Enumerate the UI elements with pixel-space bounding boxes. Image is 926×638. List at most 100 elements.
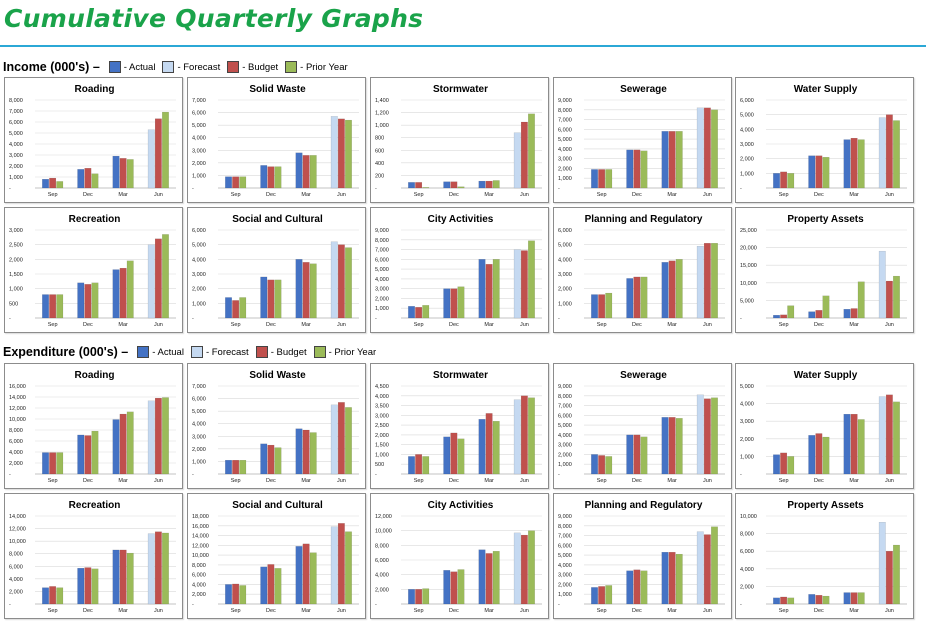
bar-prior-year: [345, 531, 352, 605]
y-tick-label: 3,000: [192, 434, 206, 440]
chart-svg: Social and Cultural - 1,000 2,000 3,000 4,000…: [192, 214, 359, 328]
bar-prior-year: [893, 120, 900, 189]
y-tick-label: 2,500: [375, 423, 389, 429]
bar-budget: [302, 155, 310, 189]
y-tick-label: 6,000: [375, 257, 389, 263]
chart-svg: Water Supply - 1,000 2,000 3,000 4,000 5,000 6,…: [740, 84, 907, 198]
bar-forecast: [878, 117, 886, 189]
y-tick-label: 3,000: [558, 443, 572, 449]
bar-budget: [850, 414, 858, 475]
bar-prior-year: [56, 587, 64, 605]
x-category-label: Dec: [266, 322, 276, 328]
bar-actual: [626, 149, 634, 189]
y-tick-label: 6,000: [740, 549, 754, 555]
bar-budget: [302, 262, 310, 319]
y-tick-label: 16,000: [192, 524, 209, 530]
chart-panel: Roading - 1,000 2,000 3,000 4,000 5,000 6,000 7,…: [4, 77, 183, 203]
bar-actual: [808, 435, 816, 475]
y-tick-label: 2,000: [9, 257, 23, 263]
y-tick-label: 4,000: [558, 563, 572, 569]
bar-forecast: [147, 400, 155, 475]
y-tick-label: 4,000: [558, 147, 572, 153]
chart-panel: Recreation - 2,000 4,000 6,000 8,000 10,000 12,…: [4, 493, 183, 619]
y-tick-label: 2,000: [192, 161, 206, 167]
y-tick-label: 5,000: [558, 137, 572, 143]
bar-prior-year: [309, 552, 317, 605]
y-tick-label: 2,000: [375, 296, 389, 302]
bar-forecast: [147, 244, 155, 319]
chart-svg: Roading - 1,000 2,000 3,000 4,000 5,000 6,000 7,…: [9, 84, 176, 198]
chart-svg: Social and Cultural - 2,000 4,000 6,000 8,000…: [192, 500, 359, 614]
x-category-label: Dec: [632, 322, 642, 328]
y-tick-label: 9,000: [558, 514, 572, 520]
legend-label-prior-year: - Prior Year: [300, 61, 348, 73]
bar-budget: [485, 413, 493, 475]
chart-panel: Social and Cultural - 1,000 2,000 3,000 4,000…: [187, 207, 366, 333]
bar-prior-year: [162, 111, 169, 189]
bar-prior-year: [91, 282, 99, 319]
chart-svg: Solid Waste - 1,000 2,000 3,000 4,000 5,000 6,0…: [192, 84, 359, 198]
x-category-label: Mar: [484, 478, 494, 484]
bar-forecast: [513, 399, 521, 475]
bar-prior-year: [56, 181, 64, 189]
bar-prior-year: [56, 452, 64, 475]
bar-prior-year: [787, 305, 795, 319]
chart-svg: Property Assets - 5,000 10,000 15,000 20,000 2…: [740, 214, 907, 328]
legend-label-prior-year: - Prior Year: [328, 346, 377, 358]
bar-budget: [485, 264, 493, 319]
chart-svg: Sewerage - 1,000 2,000 3,000 4,000 5,000 6,000 7…: [558, 84, 725, 198]
bar-actual: [843, 139, 851, 189]
y-tick-label: 10,000: [740, 281, 757, 287]
bar-budget: [154, 531, 162, 605]
y-tick-label: 8,000: [558, 108, 572, 114]
y-tick-label: 4,000: [9, 450, 23, 456]
x-category-label: Dec: [83, 192, 93, 198]
chart-svg: Planning and Regulatory - 1,000 2,000 3,000 4…: [558, 214, 725, 328]
y-tick-label: 3,500: [375, 404, 389, 410]
y-tick-label: 3,000: [558, 157, 572, 163]
bar-forecast: [878, 522, 886, 605]
bar-budget: [633, 149, 641, 189]
bar-actual: [626, 278, 634, 319]
bar-actual: [260, 276, 268, 319]
bar-prior-year: [492, 259, 500, 319]
y-tick-label: 2,000: [192, 447, 206, 453]
chart-panel: Roading - 2,000 4,000 6,000 8,000 10,000 12,000…: [4, 363, 183, 489]
chart-title: Recreation: [69, 214, 121, 225]
bar-budget: [703, 107, 711, 189]
x-category-label: Jun: [337, 478, 346, 484]
bar-budget: [520, 395, 528, 475]
x-category-label: Jun: [885, 608, 894, 614]
x-category-label: Sep: [414, 322, 424, 328]
bar-prior-year: [675, 553, 683, 605]
bar-budget: [450, 288, 458, 319]
legend-budget: - Budget: [255, 346, 307, 358]
y-tick-label: 6,000: [375, 558, 389, 564]
chart-svg: Property Assets - 2,000 4,000 6,000 8,000 10,0…: [740, 500, 907, 614]
bar-budget: [520, 250, 528, 319]
bar-prior-year: [528, 240, 535, 319]
y-tick-label: 1,500: [375, 443, 389, 449]
bar-budget: [598, 455, 606, 475]
bar-actual: [295, 152, 303, 189]
x-category-label: Dec: [266, 478, 276, 484]
chart-svg: Solid Waste - 1,000 2,000 3,000 4,000 5,000 6,0…: [192, 370, 359, 484]
chart-title: Stormwater: [433, 370, 488, 381]
bar-prior-year: [457, 286, 465, 319]
x-category-label: Jun: [703, 608, 712, 614]
chart-svg: Planning and Regulatory - 1,000 2,000 3,000 4…: [558, 500, 725, 614]
y-tick-label: 3,000: [192, 148, 206, 154]
y-tick-label: 1,000: [192, 173, 206, 179]
bar-budget: [302, 429, 310, 475]
bar-prior-year: [91, 173, 99, 189]
bar-budget: [415, 454, 423, 475]
y-tick-label: 1,000: [558, 592, 572, 598]
bar-actual: [77, 169, 85, 189]
y-tick-label: 2,000: [375, 433, 389, 439]
bar-budget: [84, 168, 92, 189]
y-tick-label: 2,000: [9, 461, 23, 467]
y-tick-label: -: [740, 316, 742, 322]
x-category-label: Dec: [814, 322, 824, 328]
legend-swatch-prior-year: [313, 346, 326, 358]
bar-prior-year: [822, 157, 830, 189]
